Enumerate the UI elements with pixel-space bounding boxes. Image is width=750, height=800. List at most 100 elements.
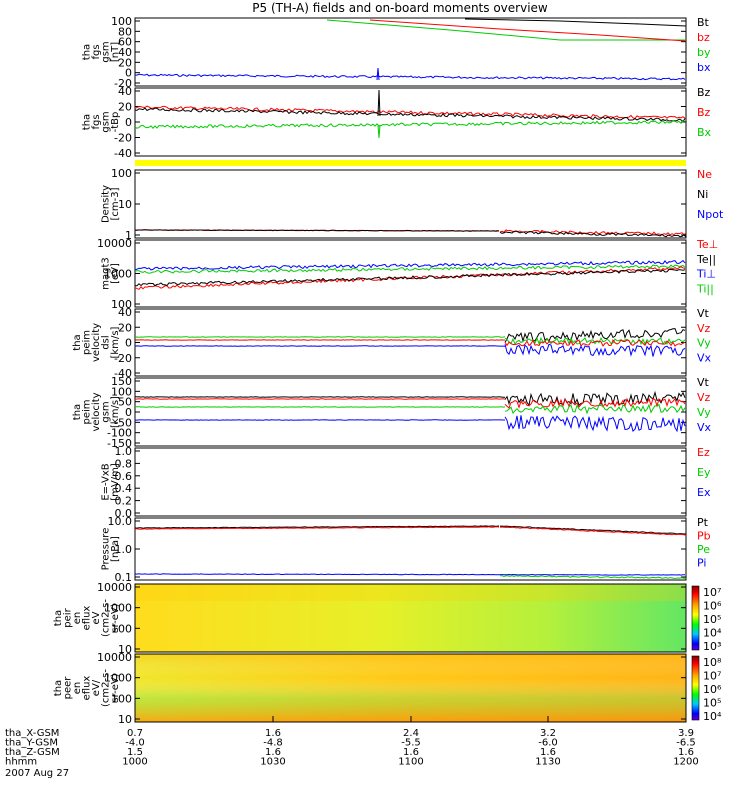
y-axis-label: tha bbox=[53, 610, 64, 626]
y-axis-label: tha bbox=[82, 114, 93, 130]
y-tick-label: 10 bbox=[118, 713, 132, 726]
legend-entry-bt: Bt bbox=[697, 16, 710, 29]
legend-entry-ez: Ez bbox=[697, 446, 710, 459]
legend-entry-vz: Vz bbox=[697, 322, 711, 335]
ni-line bbox=[134, 229, 500, 232]
y-tick-label: 100 bbox=[111, 15, 132, 28]
colorbar bbox=[691, 655, 700, 721]
y-tick-label: -40 bbox=[114, 367, 132, 380]
y-tick-label: 10000 bbox=[97, 651, 132, 664]
panel-frame bbox=[134, 239, 687, 308]
y-tick-label: 0.6 bbox=[115, 470, 133, 483]
legend-entry-vt: Vt bbox=[697, 376, 710, 389]
x-row-value: 1130 bbox=[535, 757, 560, 768]
legend-entry-pb: Pb bbox=[697, 530, 711, 543]
y-tick-label: 0.0 bbox=[115, 507, 133, 520]
x-row-value: 1000 bbox=[122, 757, 147, 768]
x-row-value: 1.6 bbox=[265, 728, 281, 739]
colorbar-label: 10⁴ bbox=[703, 627, 722, 640]
x-row-value: 1.6 bbox=[678, 747, 694, 758]
y-tick-label: 60 bbox=[118, 36, 132, 49]
y-axis-label: [nPa] bbox=[110, 536, 121, 562]
vt-line bbox=[504, 328, 686, 343]
y-tick-label: 10000 bbox=[97, 237, 132, 250]
x-row-value: 1.6 bbox=[540, 747, 556, 758]
ti-par-line bbox=[134, 264, 686, 274]
pb-line-2 bbox=[499, 526, 687, 536]
spike-2 bbox=[377, 89, 381, 117]
panel-frame bbox=[134, 308, 687, 377]
x-row-value: 1.5 bbox=[127, 747, 143, 758]
x-row-value: 0.7 bbox=[127, 728, 143, 739]
y-axis-label: en bbox=[72, 682, 83, 695]
colorbar-label: 10⁵ bbox=[703, 697, 721, 710]
y-tick-label: 40 bbox=[118, 306, 132, 319]
x-row-value: 1030 bbox=[260, 757, 285, 768]
y-axis-label: magt3 bbox=[101, 257, 112, 290]
colorbar-label: 10³ bbox=[703, 640, 721, 653]
y-tick-label: 0 bbox=[125, 67, 132, 80]
x-row-value: -5.5 bbox=[401, 738, 421, 749]
y-axis-label: tha bbox=[82, 44, 93, 60]
spectrogram-fill bbox=[135, 584, 686, 652]
legend-entry-by: by bbox=[697, 46, 711, 59]
y-tick-label: 10 bbox=[118, 198, 132, 211]
legend-entry-bz: Bz bbox=[697, 86, 711, 99]
x-row-value: 2.4 bbox=[403, 728, 419, 739]
colorbar-label: 10⁷ bbox=[703, 586, 721, 599]
vz-line-2 bbox=[504, 338, 686, 347]
y-axis-label: Density bbox=[101, 185, 112, 223]
colorbar-label: 10⁴ bbox=[703, 710, 722, 723]
y-tick-label: -20 bbox=[114, 352, 132, 365]
y-axis-label: dsl bbox=[101, 335, 112, 349]
y-axis-label: fgs bbox=[91, 44, 102, 59]
y-tick-label: 20 bbox=[118, 101, 132, 114]
pt-line-2 bbox=[500, 525, 687, 535]
legend-entry-ne: Ne bbox=[697, 168, 712, 181]
x-row-label: tha_Y-GSM bbox=[5, 738, 58, 749]
legend-entry-ey: Ey bbox=[697, 466, 711, 479]
x-row-value: -6.5 bbox=[676, 738, 696, 749]
legend-entry-pi: Pi bbox=[697, 557, 706, 570]
legend-entry-vt: Vt bbox=[697, 307, 710, 320]
colorbar-label: 10⁶ bbox=[703, 600, 722, 613]
y-tick-label: 10000 bbox=[97, 581, 132, 594]
y-axis-label: eflux bbox=[82, 676, 93, 701]
colorbar-label: 10⁶ bbox=[703, 683, 722, 696]
y-axis-label: fgs bbox=[91, 114, 102, 129]
legend-entry-te⊥: Te⊥ bbox=[696, 238, 718, 251]
bx-line bbox=[134, 73, 686, 81]
legend-entry-vx: Vx bbox=[697, 351, 712, 364]
status-bar-strip bbox=[135, 160, 686, 166]
bz2b-line bbox=[134, 107, 686, 123]
x-row-value: -6.0 bbox=[538, 738, 558, 749]
y-axis-label: (cm2-s- bbox=[101, 669, 112, 707]
y-axis-label: (cm2-s- bbox=[101, 599, 112, 637]
y-tick-label: 1.0 bbox=[115, 543, 133, 556]
y-axis-label: [nT] bbox=[110, 42, 121, 62]
y-axis-label: [cm-3] bbox=[110, 187, 121, 220]
y-axis-label: [km/s] bbox=[110, 396, 121, 428]
legend-entry-pt: Pt bbox=[697, 516, 709, 529]
y-tick-label: 0.8 bbox=[115, 457, 133, 470]
vx-line-2 bbox=[504, 343, 686, 357]
panel-7: 1.00.80.60.40.20.0E=-VxB[mV/m] Ez Ey Ex bbox=[101, 445, 711, 520]
y-tick-label: -40 bbox=[114, 147, 132, 160]
panel-frame bbox=[134, 583, 687, 653]
y-tick-label: -100 bbox=[107, 427, 132, 440]
legend-entry-vy: Vy bbox=[697, 406, 711, 419]
x-row-value: 3.9 bbox=[678, 728, 694, 739]
y-axis-label: -tBp bbox=[110, 112, 121, 133]
legend-entry-vz: Vz bbox=[697, 391, 711, 404]
colorbar-label: 10⁷ bbox=[703, 670, 721, 683]
y-axis-label: Pressure bbox=[101, 528, 112, 571]
y-axis-label: [eV] bbox=[110, 263, 121, 284]
x-row-value: 1.6 bbox=[265, 747, 281, 758]
legend-entry-te||: Te|| bbox=[696, 253, 716, 266]
y-tick-label: 10.0 bbox=[108, 515, 133, 528]
